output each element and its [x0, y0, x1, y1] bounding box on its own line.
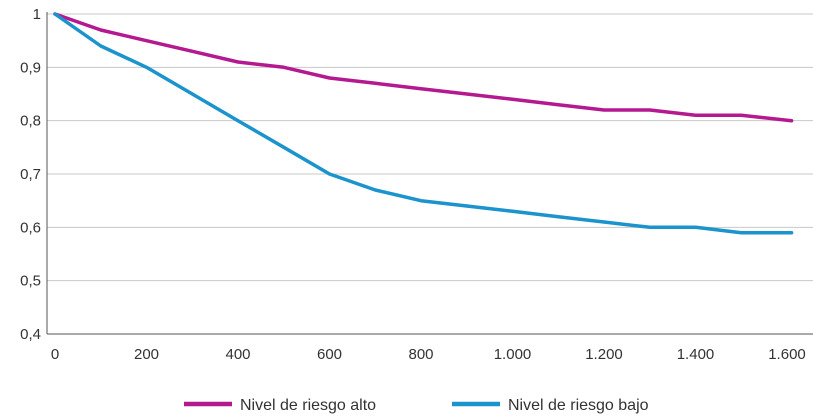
- gridlines: [47, 13, 813, 282]
- x-tick-label: 1.200: [585, 346, 623, 363]
- series-lines: [53, 12, 794, 235]
- x-tick-label: 800: [408, 346, 433, 363]
- x-tick-label: 0: [51, 346, 59, 363]
- legend: Nivel de riesgo alto Nivel de riesgo bajo: [184, 397, 649, 414]
- legend-label-1: Nivel de riesgo bajo: [508, 397, 649, 414]
- x-tick-label: 1.600: [768, 346, 806, 363]
- x-tick-label: 1.000: [494, 346, 532, 363]
- x-tick-label: 600: [317, 346, 342, 363]
- y-tick-label: 0,5: [20, 273, 41, 290]
- y-tick-label: 0,9: [20, 59, 41, 76]
- y-tick-label: 0,6: [20, 219, 41, 236]
- x-tick-labels: 0 200 400 600 800 1.000 1.200 1.400 1.600: [51, 346, 806, 363]
- y-tick-label: 0,8: [20, 113, 41, 130]
- y-tick-label: 0,7: [20, 166, 41, 183]
- x-tick-label: 200: [134, 346, 159, 363]
- y-tick-label: 0,4: [20, 326, 41, 343]
- x-tick-label: 400: [225, 346, 250, 363]
- legend-label-0: Nivel de riesgo alto: [240, 397, 376, 414]
- series-line-0: [53, 12, 794, 123]
- series-line-1: [53, 12, 794, 235]
- axes: [46, 12, 813, 335]
- x-tick-label: 1.400: [677, 346, 715, 363]
- y-tick-labels: 0,4 0,5 0,6 0,7 0,8 0,9 1: [20, 6, 41, 343]
- y-tick-label: 1: [33, 6, 41, 23]
